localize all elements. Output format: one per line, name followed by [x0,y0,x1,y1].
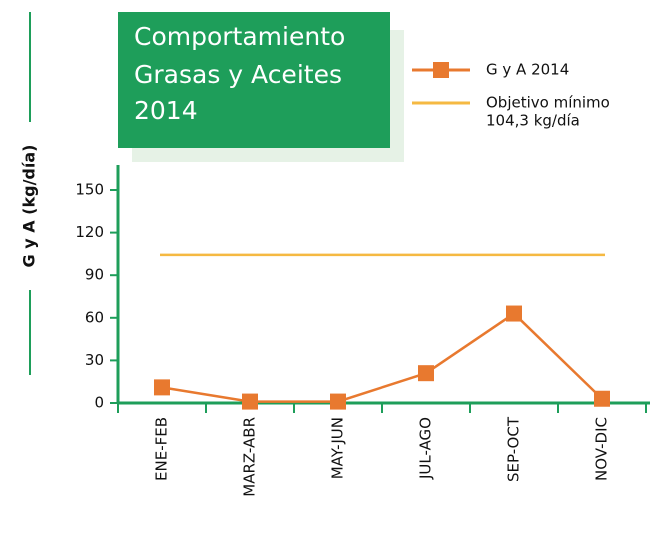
title-line: Grasas y Aceites [134,60,342,89]
y-tick-label: 90 [85,266,104,284]
y-axis-label: G y A (kg/día) [20,145,39,268]
marker [418,365,434,382]
legend-label: 104,3 kg/día [486,112,580,130]
x-tick-label: SEP-OCT [505,416,523,482]
legend-label: G y A 2014 [486,61,569,79]
marker [506,305,522,322]
y-tick-label: 150 [75,181,104,199]
series-line [161,311,603,403]
legend-label: Objetivo mínimo [486,94,610,112]
y-tick-label: 120 [75,223,104,241]
x-tick-label: ENE-FEB [153,417,171,481]
marker [242,393,258,410]
x-tick-label: JUL-AGO [417,417,435,480]
y-tick-label: 0 [94,394,104,412]
title-line: 2014 [134,96,198,125]
title-box [118,12,390,148]
marker [594,390,610,407]
x-tick-label: NOV-DIC [593,417,611,481]
title-line: Comportamiento [134,22,345,51]
x-tick-label: MARZ-ABR [241,417,259,497]
x-tick-label: MAY-JUN [329,417,347,479]
marker [154,379,170,396]
y-tick-label: 60 [85,308,104,326]
y-tick-label: 30 [85,351,104,369]
legend-swatch [433,62,449,78]
marker [330,393,346,410]
